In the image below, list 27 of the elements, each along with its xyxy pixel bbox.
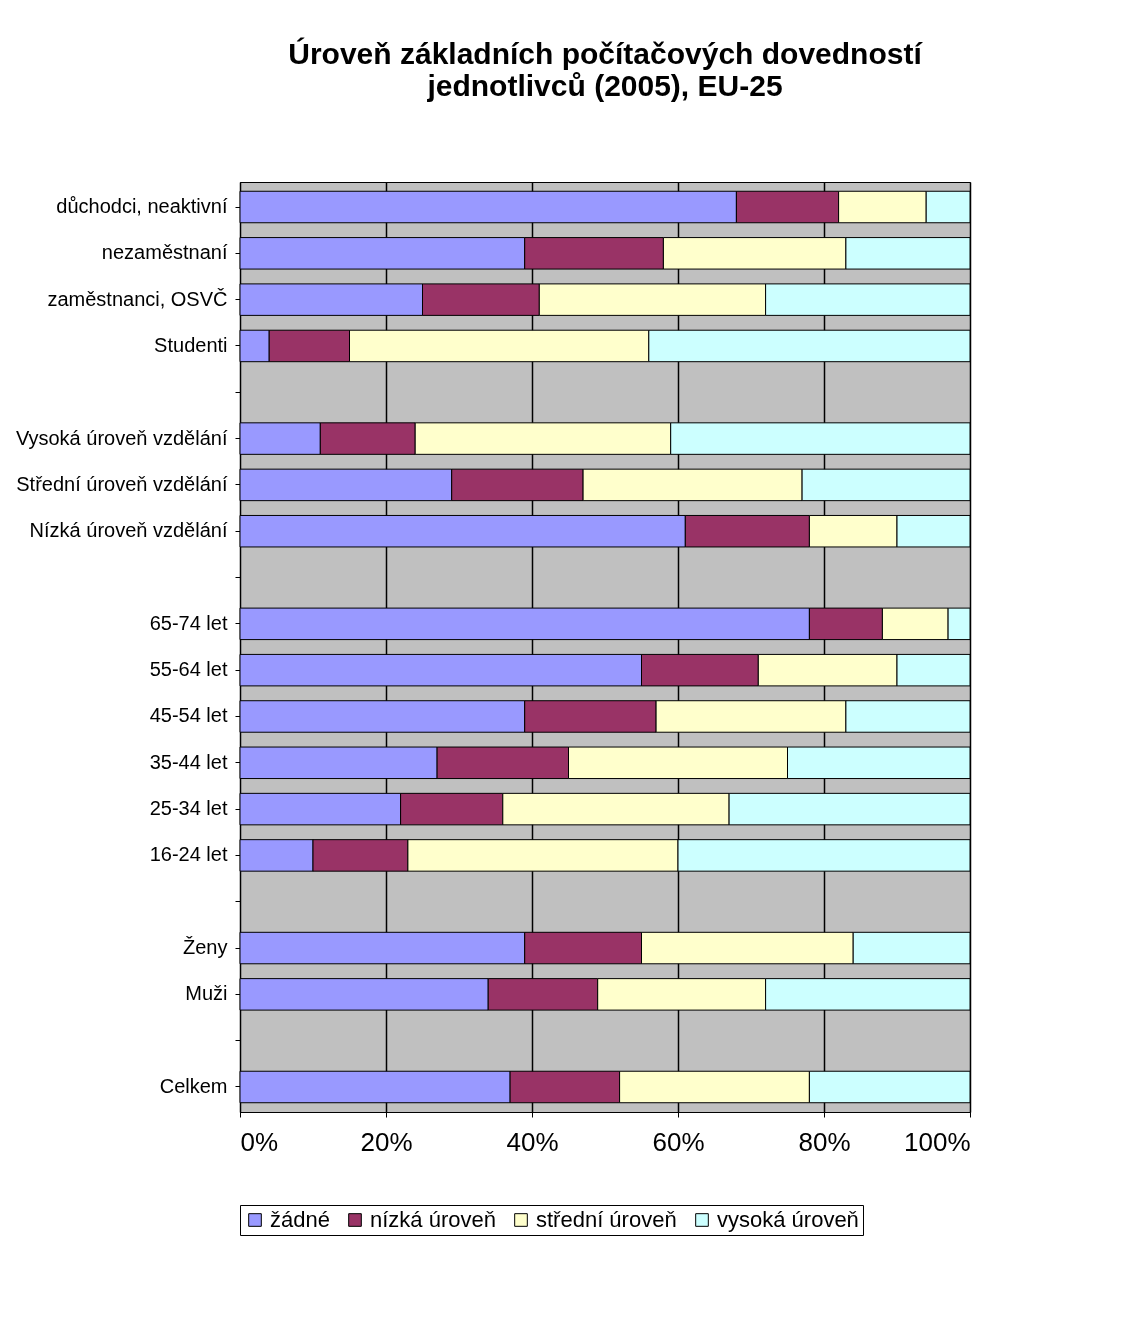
legend-label: vysoká úroveň	[717, 1207, 859, 1232]
y-tick-label: Vysoká úroveň vzdělání	[15, 426, 228, 449]
y-tick-label: 35-44 let	[149, 750, 228, 773]
y-tick-label: Studenti	[154, 333, 228, 356]
x-tick-label: 100%	[904, 1126, 971, 1157]
x-tick-label: 40%	[506, 1126, 559, 1157]
y-tick-label: 16-24 let	[149, 843, 228, 866]
legend-label: nízká úroveň	[370, 1207, 496, 1232]
y-tick-label: 65-74 let	[149, 611, 228, 634]
y-tick-label: Ženy	[183, 936, 228, 959]
y-tick-label: 25-34 let	[149, 797, 228, 820]
y-tick-label: nezaměstnaní	[101, 241, 228, 264]
y-tick-label: 45-54 let	[149, 704, 228, 727]
chart-title: Úroveň základních počítačových dovedností jednotlivců (2005), EU-25	[288, 37, 924, 102]
y-tick-label: Muži	[185, 982, 228, 1005]
y-tick-label: 55-64 let	[149, 658, 228, 681]
legend-label: střední úroveň	[536, 1207, 677, 1232]
x-tick-label: 0%	[240, 1126, 279, 1157]
y-tick-label: Nízká úroveň vzdělání	[29, 519, 228, 542]
x-tick-label: 80%	[798, 1126, 851, 1157]
y-tick-label: Celkem	[159, 1074, 228, 1097]
y-tick-label: Střední úroveň vzdělání	[16, 472, 228, 495]
y-tick-label: důchodci, neaktivní	[56, 195, 228, 218]
x-tick-label: 20%	[360, 1126, 413, 1157]
legend-label: žádné	[270, 1207, 330, 1232]
y-tick-label: zaměstnanci, OSVČ	[47, 287, 228, 310]
x-tick-label: 60%	[652, 1126, 705, 1157]
